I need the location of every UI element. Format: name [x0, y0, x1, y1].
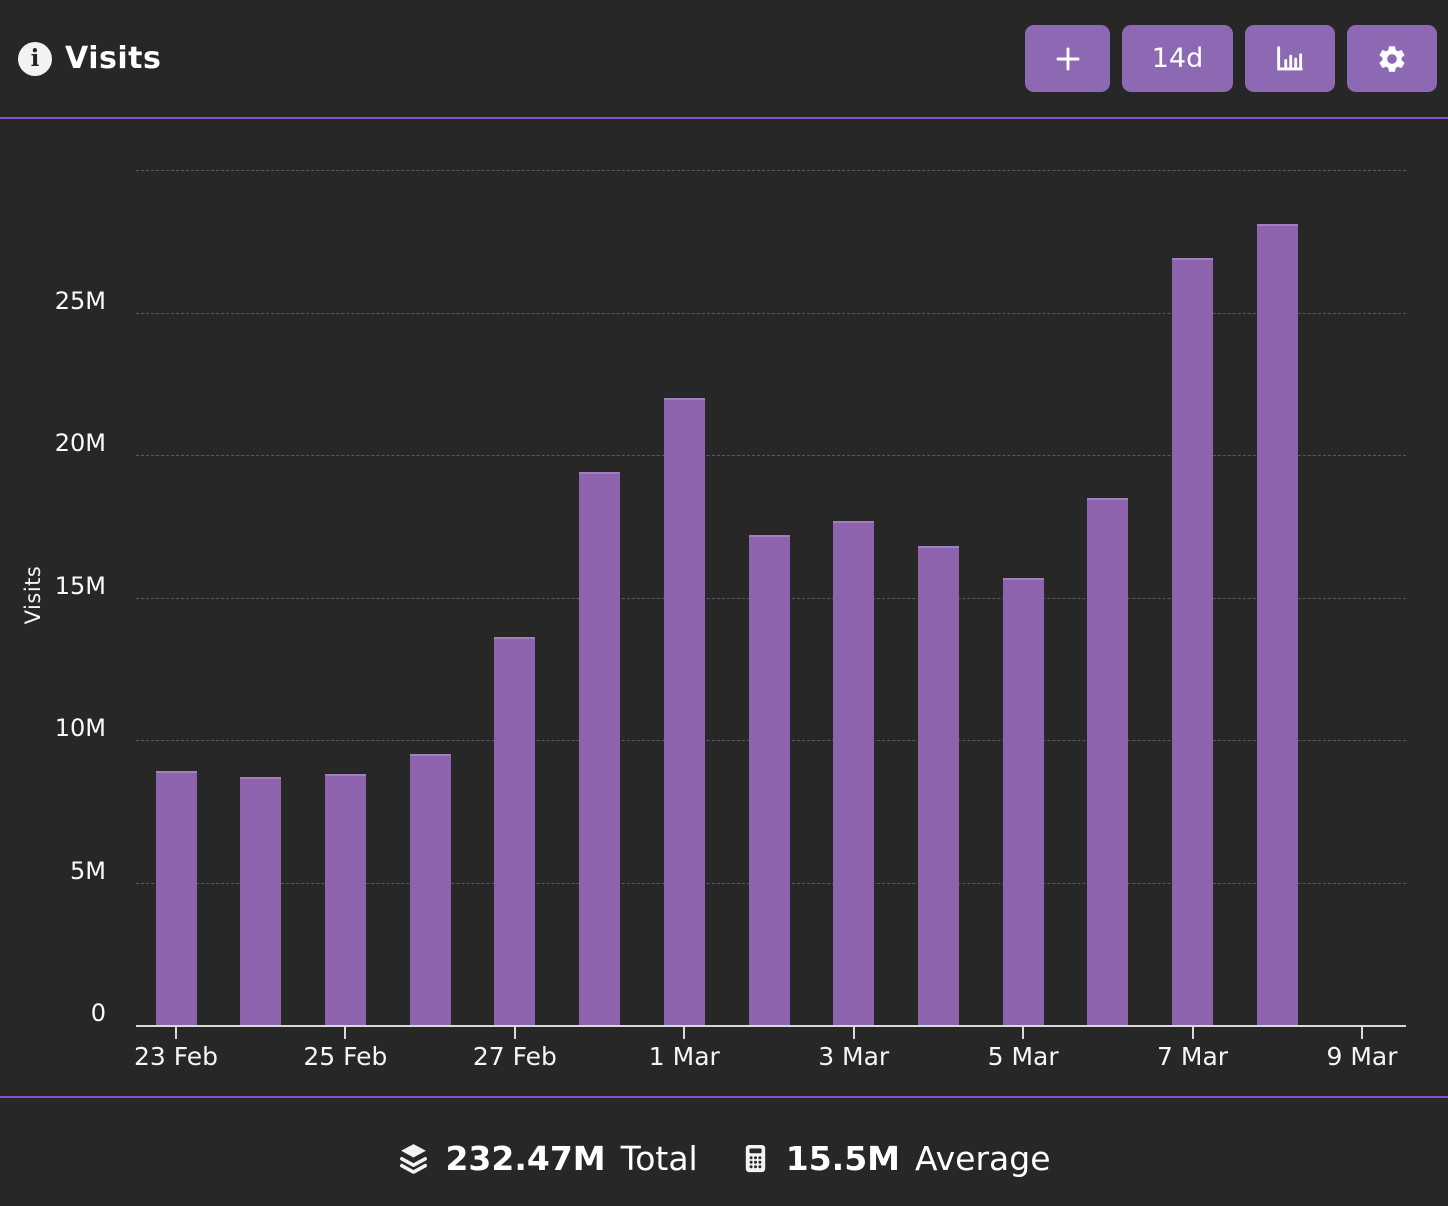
bar-25-feb[interactable]	[324, 774, 366, 1025]
range-button[interactable]: 14d	[1122, 25, 1233, 92]
add-button[interactable]	[1025, 25, 1110, 92]
plus-icon	[1052, 43, 1084, 75]
x-axis-line	[136, 1025, 1406, 1027]
chart-type-button[interactable]	[1245, 25, 1335, 92]
y-axis-title: Visits	[21, 565, 45, 625]
x-tick-label: 7 Mar	[1157, 1042, 1229, 1071]
bar-3-mar[interactable]	[833, 520, 875, 1025]
y-tick-label: 15M	[54, 571, 106, 600]
plot-area: 0 5M 10M 15M 20M 25M 23 Feb 25 Feb 27 Feb 1 Mar 3…	[55, 170, 1406, 1071]
layers-icon	[397, 1142, 430, 1175]
page-title: Visits	[65, 41, 162, 76]
gear-icon	[1376, 43, 1408, 75]
bar-27-feb[interactable]	[494, 637, 536, 1025]
x-tick-mark	[513, 1025, 516, 1039]
bar-4-mar[interactable]	[917, 546, 959, 1025]
header-divider	[0, 117, 1448, 119]
y-tick-label: 10M	[54, 714, 106, 742]
x-tick-mark	[1022, 1025, 1025, 1039]
x-tick-mark	[852, 1025, 855, 1039]
x-tick-mark	[175, 1025, 177, 1039]
x-tick-label: 1 Mar	[648, 1042, 720, 1071]
summary-footer: 232.47M Total 15.5M Average	[0, 1098, 1448, 1206]
bar-chart-icon	[1273, 42, 1307, 76]
gridline-30m	[136, 170, 1406, 171]
x-tick-mark	[683, 1025, 686, 1039]
bar-8-mar[interactable]	[1256, 224, 1298, 1025]
x-tick-label: 25 Feb	[303, 1042, 388, 1071]
y-tick-label: 5M	[70, 856, 106, 885]
x-tick-mark	[1191, 1025, 1194, 1039]
range-button-label: 14d	[1151, 43, 1204, 74]
x-tick-label: 9 Mar	[1326, 1042, 1398, 1071]
bar-6-mar[interactable]	[1087, 497, 1129, 1025]
average-label: Average	[915, 1138, 1051, 1178]
total-value: 232.47M	[445, 1138, 606, 1178]
bar-26-feb[interactable]	[409, 754, 451, 1025]
settings-button[interactable]	[1347, 25, 1437, 92]
bar-7-mar[interactable]	[1172, 258, 1214, 1025]
widget-header: i Visits 14d	[0, 0, 1448, 117]
x-tick-label: 3 Mar	[818, 1042, 890, 1071]
gridline-20m	[136, 455, 1406, 456]
x-tick-label: 5 Mar	[987, 1042, 1059, 1071]
total-stat: 232.47M Total	[397, 1138, 698, 1178]
x-tick-mark	[1361, 1025, 1363, 1039]
info-icon[interactable]: i	[18, 41, 52, 76]
toolbar: 14d	[1025, 25, 1437, 92]
bar-28-feb[interactable]	[579, 472, 621, 1025]
calculator-icon	[740, 1143, 771, 1174]
bar-1-mar[interactable]	[663, 398, 705, 1025]
average-value: 15.5M	[785, 1138, 900, 1178]
bar-23-feb[interactable]	[155, 771, 197, 1025]
x-tick-label: 23 Feb	[133, 1042, 219, 1071]
y-tick-label: 0	[90, 999, 106, 1027]
average-stat: 15.5M Average	[740, 1139, 1051, 1178]
footer-divider	[0, 1096, 1448, 1098]
bar-24-feb[interactable]	[240, 777, 282, 1025]
y-tick-label: 20M	[54, 429, 106, 457]
x-tick-label: 27 Feb	[472, 1042, 557, 1071]
x-tick-mark	[344, 1025, 347, 1039]
y-tick-label: 25M	[54, 286, 106, 315]
total-label: Total	[620, 1138, 698, 1178]
title-group: i Visits	[18, 41, 161, 76]
bar-5-mar[interactable]	[1002, 577, 1044, 1025]
bar-2-mar[interactable]	[748, 534, 790, 1025]
gridline-25m	[136, 312, 1406, 314]
